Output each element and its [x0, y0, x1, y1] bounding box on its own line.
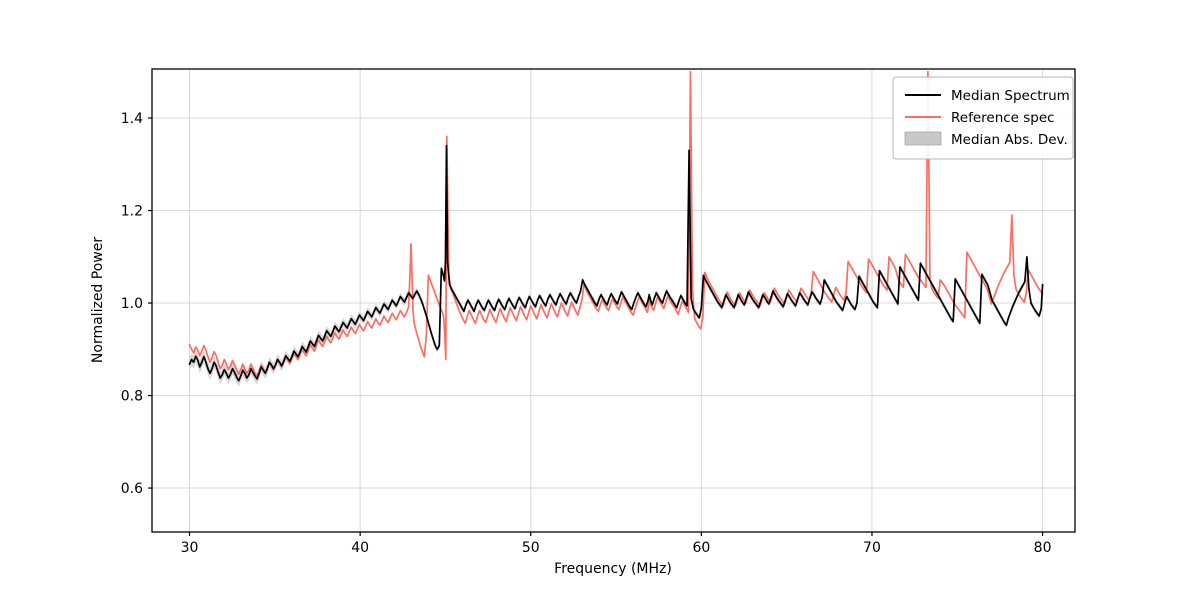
- y-axis-ticks: 0.6 0.8 1.0 1.2 1.4: [121, 111, 152, 497]
- y-tick-label: 0.6: [121, 481, 143, 497]
- mad-band-polygon: [189, 142, 1043, 387]
- median-spectrum-line: [188, 144, 1044, 382]
- legend-label: Reference spec: [951, 110, 1055, 126]
- reference-spec-line: [188, 70, 1044, 377]
- legend-label: Median Spectrum: [951, 88, 1070, 104]
- x-tick-label: 70: [863, 540, 881, 556]
- legend[interactable]: Median Spectrum Reference spec Median Abs.…: [892, 76, 1074, 160]
- x-tick-label: 30: [181, 540, 199, 556]
- grid-lines: [152, 69, 1075, 532]
- x-tick-label: 40: [351, 540, 369, 556]
- series-polyline: [188, 70, 1044, 377]
- x-axis-ticks: 30 40 50 60 70 80: [181, 532, 1052, 556]
- y-tick-label: 1.0: [121, 296, 143, 312]
- x-axis-label: Frequency (MHz): [554, 561, 672, 577]
- x-tick-label: 80: [1034, 540, 1052, 556]
- legend-label: Median Abs. Dev.: [951, 132, 1068, 148]
- x-tick-label: 50: [522, 540, 540, 556]
- y-tick-label: 1.4: [121, 111, 143, 127]
- y-tick-label: 0.8: [121, 389, 143, 405]
- mad-band-area: [189, 142, 1043, 387]
- x-tick-label: 60: [692, 540, 710, 556]
- legend-swatch-patch: [904, 131, 942, 146]
- y-tick-label: 1.2: [121, 204, 143, 220]
- axes-frame: [151, 68, 1076, 533]
- series-polyline: [188, 144, 1044, 382]
- y-axis-label: Normalized Power: [90, 237, 106, 363]
